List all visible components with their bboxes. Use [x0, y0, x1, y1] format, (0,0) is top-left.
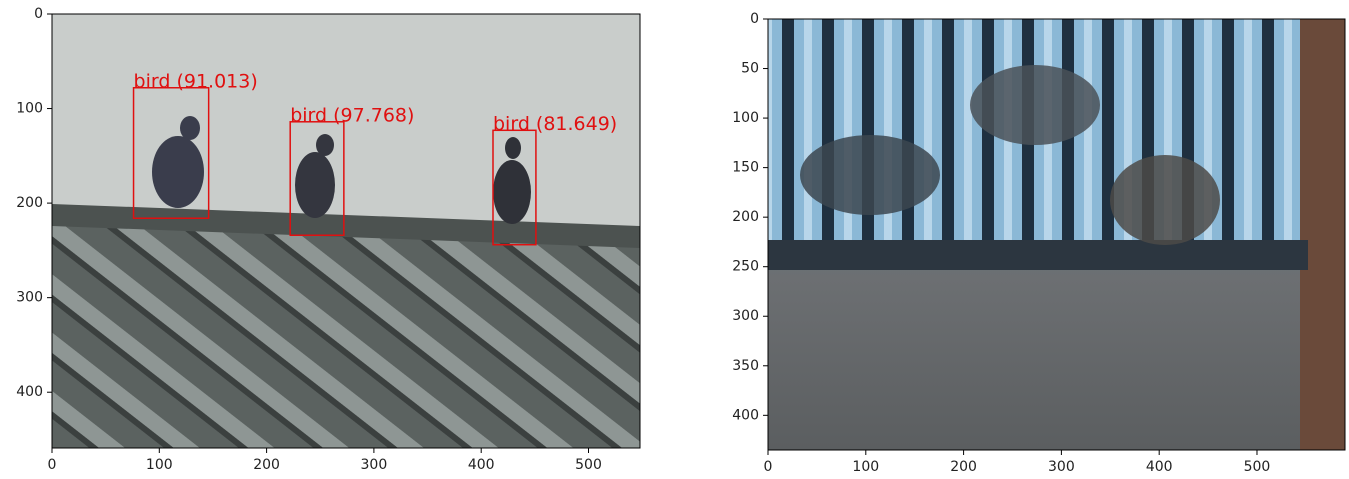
x-tick-label: 0: [48, 457, 57, 473]
y-tick-label: 300: [732, 308, 759, 324]
x-tick-label: 300: [361, 457, 388, 473]
x-tick-label: 200: [950, 459, 977, 475]
x-tick-label: 500: [575, 457, 602, 473]
x-tick-label: 400: [468, 457, 495, 473]
detection-label: bird (91.013): [134, 70, 258, 92]
detection-label: bird (81.649): [493, 113, 617, 135]
x-tick-label: 0: [764, 459, 773, 475]
y-tick-label: 400: [16, 384, 43, 400]
y-tick-label: 250: [732, 259, 759, 275]
x-tick-label: 200: [253, 457, 280, 473]
y-tick-label: 200: [732, 209, 759, 225]
y-tick-label: 100: [732, 110, 759, 126]
figure: 01002003004005000100200300400bird (91.01…: [0, 0, 1349, 479]
photo: [768, 19, 1345, 450]
y-tick-label: 150: [732, 160, 759, 176]
y-tick-label: 200: [16, 195, 43, 211]
y-tick-label: 50: [741, 61, 759, 77]
y-tick-label: 400: [732, 407, 759, 423]
y-tick-label: 0: [750, 11, 759, 27]
x-tick-label: 400: [1146, 459, 1173, 475]
y-tick-label: 100: [16, 101, 43, 117]
y-tick-label: 350: [732, 358, 759, 374]
x-tick-label: 100: [146, 457, 173, 473]
x-tick-label: 100: [852, 459, 879, 475]
y-tick-label: 300: [16, 290, 43, 306]
y-tick-label: 0: [34, 6, 43, 22]
x-tick-label: 500: [1244, 459, 1271, 475]
x-tick-label: 300: [1048, 459, 1075, 475]
detection-label: bird (97.768): [290, 104, 414, 126]
